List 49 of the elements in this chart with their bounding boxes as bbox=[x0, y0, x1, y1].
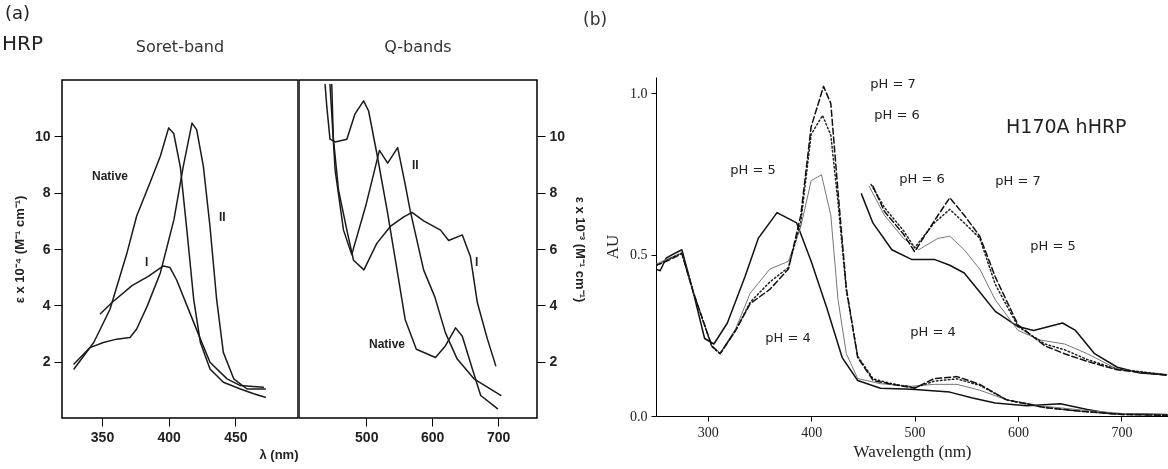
y-tick-label: 2 bbox=[549, 353, 558, 370]
annotation: pH = 6 bbox=[899, 171, 945, 186]
x-tick-label: 400 bbox=[801, 424, 823, 440]
x-tick-label: 450 bbox=[224, 428, 248, 445]
x-axis-title: λ (nm) bbox=[259, 446, 299, 462]
y-tick-label: 10 bbox=[34, 127, 51, 144]
x-axis-title: Wavelength (nm) bbox=[853, 441, 972, 461]
annotation: I bbox=[145, 255, 149, 269]
annotation: pH = 4 bbox=[765, 330, 811, 345]
annotation: II bbox=[219, 210, 226, 224]
y-tick-label: 8 bbox=[549, 184, 558, 201]
y-tick-label: 1.0 bbox=[630, 85, 648, 101]
annotation: II bbox=[412, 158, 419, 172]
text: (a) bbox=[5, 2, 31, 23]
x-tick-label: 600 bbox=[1008, 424, 1030, 440]
x-tick-label: 300 bbox=[697, 424, 719, 440]
annotation: I bbox=[475, 255, 479, 269]
y-tick-label: 0.0 bbox=[630, 408, 648, 424]
annotation: pH = 7 bbox=[995, 173, 1041, 188]
x-tick-label: 600 bbox=[420, 428, 445, 445]
y-tick-label: 10 bbox=[549, 127, 566, 144]
annotation: pH = 6 bbox=[874, 107, 920, 122]
x-tick-label: 400 bbox=[157, 428, 182, 445]
annotation: Native bbox=[92, 169, 129, 183]
x-tick-label: 700 bbox=[1111, 424, 1133, 440]
y-tick-label: 8 bbox=[42, 184, 51, 201]
annotation: Native bbox=[369, 337, 406, 351]
y-tick-label: 4 bbox=[549, 296, 558, 313]
chart-title: (b) bbox=[583, 9, 608, 29]
x-tick-label: 350 bbox=[90, 428, 115, 445]
annotation: pH = 7 bbox=[870, 76, 916, 91]
chart-title: Soret-band bbox=[135, 37, 225, 56]
annotation: pH = 4 bbox=[910, 324, 956, 339]
y-axis-title: ε x 10⁻⁴ (M⁻¹ cm⁻¹) bbox=[11, 195, 27, 304]
y-tick-label: 0.5 bbox=[630, 247, 648, 263]
annotation: H170A hHRP bbox=[1006, 115, 1127, 137]
y-tick-label: 6 bbox=[549, 240, 558, 257]
y-tick-label: 2 bbox=[42, 353, 51, 370]
chart-title: Q-bands bbox=[384, 37, 452, 56]
text: HRP bbox=[2, 31, 43, 55]
annotation: pH = 5 bbox=[1030, 238, 1076, 253]
y-axis-title: ε x 10⁻³ (M⁻¹ cm⁻¹) bbox=[573, 196, 589, 303]
x-tick-label: 500 bbox=[355, 428, 379, 445]
x-tick-label: 500 bbox=[904, 424, 926, 440]
x-tick-label: 700 bbox=[486, 428, 511, 445]
annotation: pH = 5 bbox=[730, 162, 776, 177]
y-axis-title: AU bbox=[603, 234, 622, 260]
y-tick-label: 4 bbox=[42, 296, 51, 313]
y-tick-label: 6 bbox=[42, 240, 51, 257]
